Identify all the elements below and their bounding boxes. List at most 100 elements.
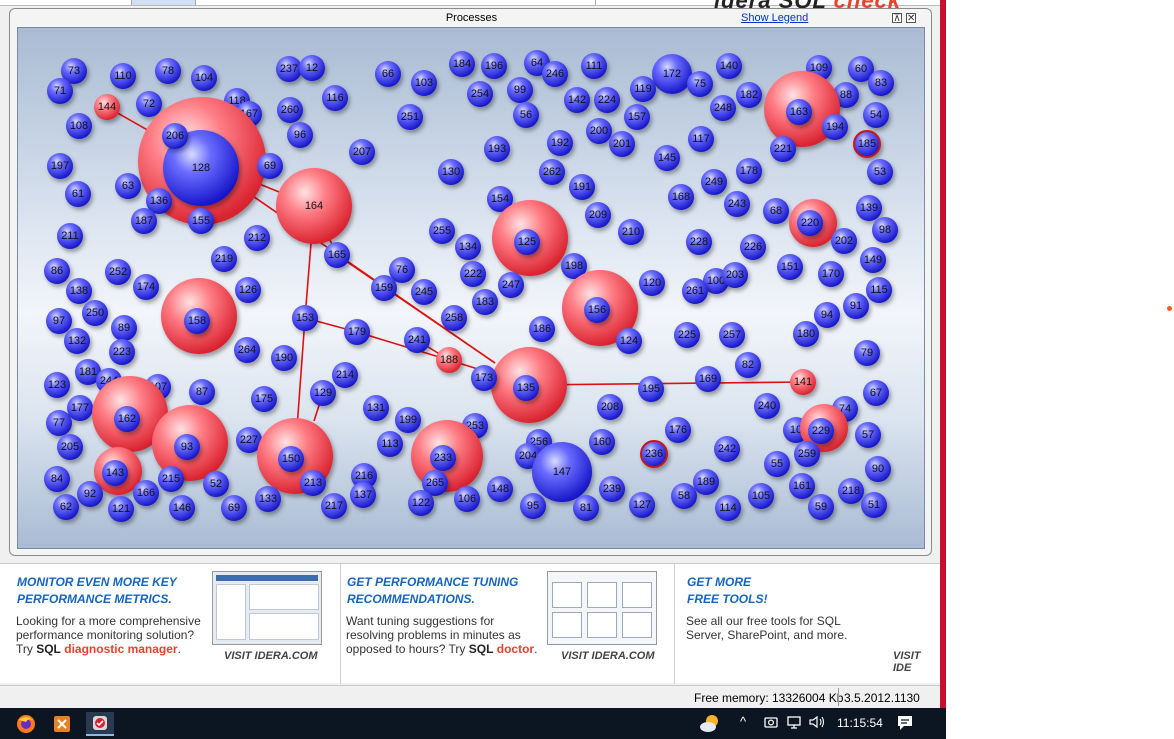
- process-bubble-140[interactable]: 140: [716, 53, 742, 79]
- close-icon[interactable]: ✕: [906, 13, 916, 24]
- process-bubble-187[interactable]: 187: [131, 208, 157, 234]
- process-bubble-196[interactable]: 196: [481, 53, 507, 79]
- process-bubble-shape[interactable]: [189, 379, 215, 405]
- process-bubble-shape[interactable]: [671, 483, 697, 509]
- process-bubble-shape[interactable]: [287, 122, 313, 148]
- process-bubble-96[interactable]: 96: [287, 122, 313, 148]
- process-bubble-shape[interactable]: [46, 410, 72, 436]
- process-bubble-75[interactable]: 75: [687, 71, 713, 97]
- process-bubble-202[interactable]: 202: [831, 228, 857, 254]
- process-bubble-121[interactable]: 121: [108, 496, 134, 522]
- process-bubble-shape[interactable]: [754, 393, 780, 419]
- process-bubble-135i[interactable]: 135: [513, 375, 539, 401]
- process-bubble-shape[interactable]: [715, 495, 741, 521]
- process-bubble-shape[interactable]: [77, 481, 103, 507]
- process-bubble-180[interactable]: 180: [793, 321, 819, 347]
- camera-icon[interactable]: [764, 714, 778, 733]
- process-bubble-shape[interactable]: [395, 407, 421, 433]
- process-bubble-57[interactable]: 57: [855, 422, 881, 448]
- process-bubble-shape[interactable]: [599, 476, 625, 502]
- process-bubble-shape[interactable]: [638, 376, 664, 402]
- process-bubble-shape[interactable]: [300, 470, 326, 496]
- process-bubble-shape[interactable]: [371, 275, 397, 301]
- process-bubble-shape[interactable]: [736, 158, 762, 184]
- process-bubble-shape[interactable]: [350, 482, 376, 508]
- process-bubble-138[interactable]: 138: [66, 278, 92, 304]
- process-bubble-shape[interactable]: [251, 386, 277, 412]
- process-bubble-shape[interactable]: [513, 102, 539, 128]
- process-bubble-237[interactable]: 237: [276, 56, 302, 82]
- process-bubble-251[interactable]: 251: [397, 104, 423, 130]
- process-bubble-shape[interactable]: [867, 159, 893, 185]
- process-bubble-68[interactable]: 68: [763, 198, 789, 224]
- process-bubble-shape[interactable]: [498, 272, 524, 298]
- process-bubble-shape[interactable]: [507, 77, 533, 103]
- process-bubble-55[interactable]: 55: [764, 451, 790, 477]
- visit-idera-link[interactable]: VISIT IDERA.COM: [561, 650, 655, 662]
- process-bubble-260[interactable]: 260: [277, 97, 303, 123]
- process-bubble-shape[interactable]: [529, 316, 555, 342]
- process-bubble-261[interactable]: 261: [682, 278, 708, 304]
- process-bubble-117[interactable]: 117: [688, 126, 714, 152]
- process-bubble-canvas[interactable]: 73 110 78 104 237 12 66 103 184 196 64 246 111 172 75 1…: [17, 27, 925, 549]
- process-bubble-shape[interactable]: [693, 469, 719, 495]
- app-launcher-icon[interactable]: [48, 712, 76, 736]
- process-bubble-shape[interactable]: [102, 460, 128, 486]
- process-bubble-158i[interactable]: 158: [184, 308, 210, 334]
- process-bubble-shape[interactable]: [710, 95, 736, 121]
- process-bubble-shape[interactable]: [47, 153, 73, 179]
- process-bubble-shape[interactable]: [822, 114, 848, 140]
- process-bubble-255[interactable]: 255: [429, 218, 455, 244]
- process-bubble-225[interactable]: 225: [674, 322, 700, 348]
- process-bubble-shape[interactable]: [472, 289, 498, 315]
- process-bubble-264[interactable]: 264: [234, 337, 260, 363]
- process-bubble-93i[interactable]: 93: [174, 434, 200, 460]
- process-bubble-shape[interactable]: [460, 261, 486, 287]
- process-bubble-shape[interactable]: [581, 53, 607, 79]
- process-bubble-154[interactable]: 154: [487, 186, 513, 212]
- process-bubble-78[interactable]: 78: [155, 58, 181, 84]
- diagnostic-manager-thumbnail[interactable]: [212, 571, 322, 645]
- process-bubble-shape[interactable]: [722, 262, 748, 288]
- process-bubble-129[interactable]: 129: [310, 380, 336, 406]
- process-bubble-shape[interactable]: [257, 153, 283, 179]
- process-bubble-shape[interactable]: [377, 431, 403, 457]
- process-bubble-shape[interactable]: [430, 445, 456, 471]
- process-bubble-shape[interactable]: [561, 253, 587, 279]
- process-bubble-shape[interactable]: [624, 104, 650, 130]
- process-bubble-shape[interactable]: [65, 181, 91, 207]
- process-bubble-73[interactable]: 73: [61, 58, 87, 84]
- process-bubble-shape[interactable]: [276, 56, 302, 82]
- process-bubble-12[interactable]: 12: [299, 55, 325, 81]
- process-bubble-98[interactable]: 98: [872, 217, 898, 243]
- process-bubble-52[interactable]: 52: [203, 471, 229, 497]
- process-bubble-193[interactable]: 193: [484, 136, 510, 162]
- process-bubble-shape[interactable]: [441, 305, 467, 331]
- process-bubble-95[interactable]: 95: [520, 493, 546, 519]
- process-bubble-217[interactable]: 217: [321, 493, 347, 519]
- process-bubble-shape[interactable]: [53, 494, 79, 520]
- pin-icon[interactable]: ⊼: [892, 13, 902, 24]
- process-bubble-76[interactable]: 76: [389, 257, 415, 283]
- process-bubble-131[interactable]: 131: [363, 395, 389, 421]
- process-bubble-shape[interactable]: [868, 70, 894, 96]
- process-bubble-89[interactable]: 89: [111, 315, 137, 341]
- process-bubble-shape[interactable]: [158, 466, 184, 492]
- process-bubble-92[interactable]: 92: [77, 481, 103, 507]
- process-bubble-146[interactable]: 146: [169, 495, 195, 521]
- process-bubble-69b[interactable]: 69: [221, 495, 247, 521]
- process-bubble-222[interactable]: 222: [460, 261, 486, 287]
- process-bubble-shape[interactable]: [349, 139, 375, 165]
- process-bubble-shape[interactable]: [455, 234, 481, 260]
- process-bubble-66[interactable]: 66: [375, 61, 401, 87]
- process-bubble-shape[interactable]: [652, 54, 692, 94]
- process-bubble-211[interactable]: 211: [57, 223, 83, 249]
- process-bubble-106[interactable]: 106: [454, 486, 480, 512]
- process-bubble-221[interactable]: 221: [770, 136, 796, 162]
- process-bubble-120[interactable]: 120: [639, 270, 665, 296]
- process-bubble-shape[interactable]: [449, 51, 475, 77]
- process-bubble-104[interactable]: 104: [191, 65, 217, 91]
- process-bubble-164[interactable]: 164: [276, 168, 352, 244]
- process-bubble-shape[interactable]: [188, 208, 214, 234]
- process-bubble-shape[interactable]: [818, 261, 844, 287]
